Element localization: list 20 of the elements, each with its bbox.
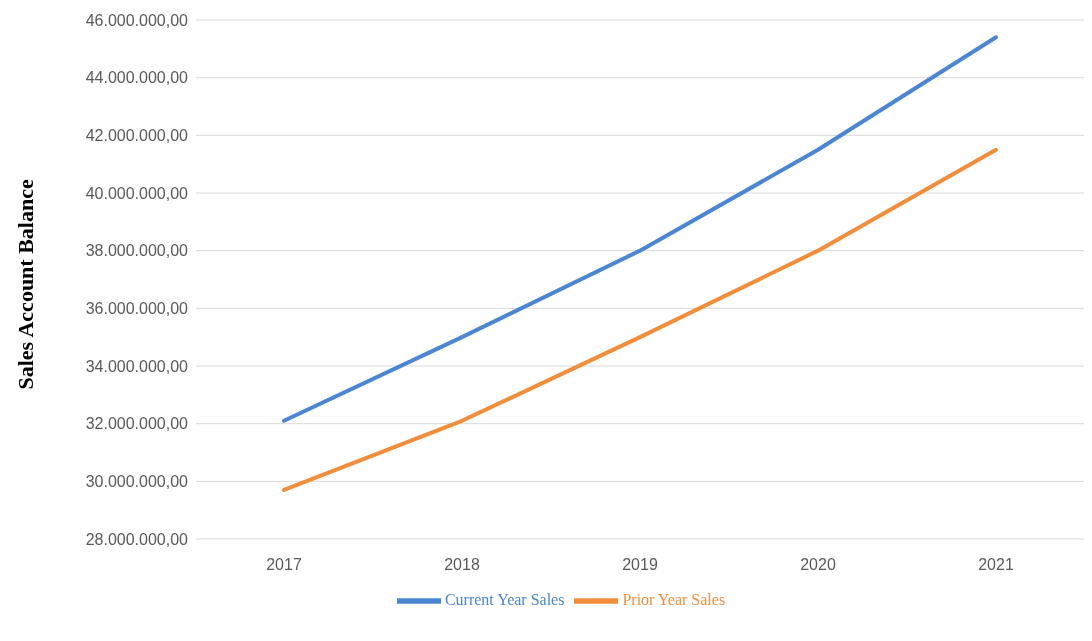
x-tick-label: 2020 — [800, 556, 836, 574]
y-tick-label: 30.000.000,00 — [85, 473, 189, 491]
x-tick-label: 2017 — [266, 556, 302, 574]
y-tick-label: 44.000.000,00 — [85, 69, 189, 87]
line-series — [282, 147, 998, 492]
y-tick-label: 32.000.000,00 — [85, 415, 189, 433]
legend-label: Prior Year Sales — [622, 590, 726, 608]
y-tick-label: 46.000.000,00 — [85, 11, 189, 29]
x-tick-label: 2018 — [444, 556, 480, 574]
y-tick-label: 34.000.000,00 — [85, 357, 189, 375]
x-tick-label: 2021 — [978, 556, 1014, 574]
legend-label: Current Year Sales — [444, 590, 565, 608]
y-axis-title: Sales Account Balance — [12, 179, 38, 390]
y-tick-label: 36.000.000,00 — [85, 300, 189, 318]
line-series — [282, 35, 998, 423]
y-tick-label: 38.000.000,00 — [85, 242, 189, 260]
y-tick-label: 40.000.000,00 — [85, 184, 189, 202]
y-tick-label: 28.000.000,00 — [85, 530, 189, 548]
y-tick-label: 42.000.000,00 — [85, 127, 189, 145]
x-tick-label: 2019 — [622, 556, 658, 574]
